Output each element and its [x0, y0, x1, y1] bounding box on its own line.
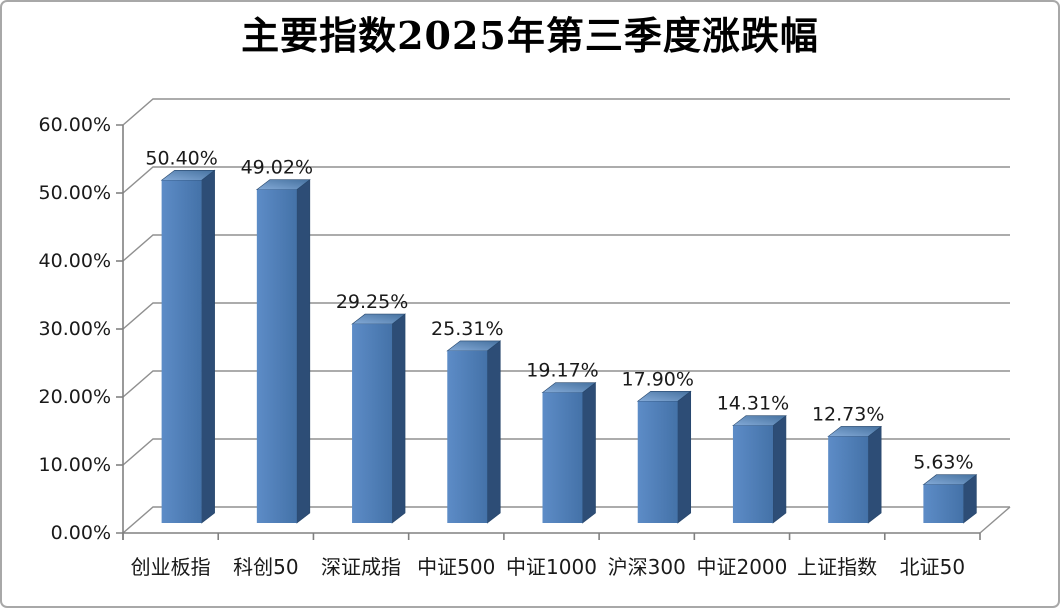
y-gridline [122, 234, 1010, 262]
x-axis-category-label: 创业板指 [131, 555, 211, 579]
x-axis-category-label: 中证2000 [696, 555, 787, 579]
bar-front-face [923, 484, 964, 523]
bar-side-face [772, 415, 787, 524]
bar-side-face [677, 390, 692, 524]
y-gridline [122, 302, 1010, 330]
y-gridline [122, 438, 1010, 466]
y-axis-tick-label: 50.00% [39, 182, 111, 204]
x-axis-category-label: 科创50 [233, 555, 298, 579]
y-axis-tick-label: 30.00% [39, 318, 111, 340]
bar-side-face [201, 169, 215, 524]
chart-title: 主要指数2025年第三季度涨跌幅 [241, 13, 819, 58]
x-axis-category-label: 中证500 [417, 555, 495, 579]
y-axis-tick-label: 0.00% [51, 522, 111, 544]
bar-front-face [637, 401, 678, 523]
y-gridline [122, 98, 1010, 126]
bar-value-label: 17.90% [621, 368, 693, 390]
bar-value-label: 49.02% [241, 157, 313, 179]
bar-front-face [732, 425, 773, 523]
x-axis-category-label: 中证1000 [506, 555, 597, 579]
bar-value-label: 25.31% [431, 318, 503, 340]
bar-value-label: 14.31% [717, 393, 789, 415]
bar-front-face [256, 189, 297, 523]
x-axis-category-label: 上证指数 [797, 555, 877, 579]
bar-side-face [391, 313, 406, 524]
floor-gridline [122, 506, 1010, 534]
y-axis-tick-label: 40.00% [39, 250, 111, 272]
bar-value-label: 19.17% [526, 360, 598, 382]
y-axis-tick-label: 10.00% [39, 454, 111, 476]
x-axis-category-label: 深证成指 [321, 555, 401, 579]
bar-value-label: 50.40% [145, 147, 217, 169]
y-gridline [122, 370, 1010, 398]
bar-side-face [867, 425, 882, 524]
x-axis-category-label: 北证50 [900, 555, 965, 579]
bar-front-face [542, 392, 583, 523]
y-gridline [122, 166, 1010, 194]
bar-front-face [352, 324, 393, 523]
bar-front-face [447, 350, 488, 523]
x-axis-category-label: 沪深300 [608, 555, 686, 579]
bar-front-face [161, 180, 202, 523]
bar-value-label: 29.25% [336, 291, 408, 313]
bar-side-face [486, 340, 501, 524]
bar-side-face [296, 179, 311, 524]
bar-value-label: 12.73% [812, 403, 884, 425]
bar-value-label: 5.63% [913, 452, 973, 474]
bar-side-face [582, 382, 596, 524]
y-axis-tick-label: 20.00% [39, 386, 111, 408]
bar-front-face [828, 436, 869, 523]
y-axis-tick-label: 60.00% [39, 114, 111, 136]
floor-right-edge [979, 506, 1011, 534]
